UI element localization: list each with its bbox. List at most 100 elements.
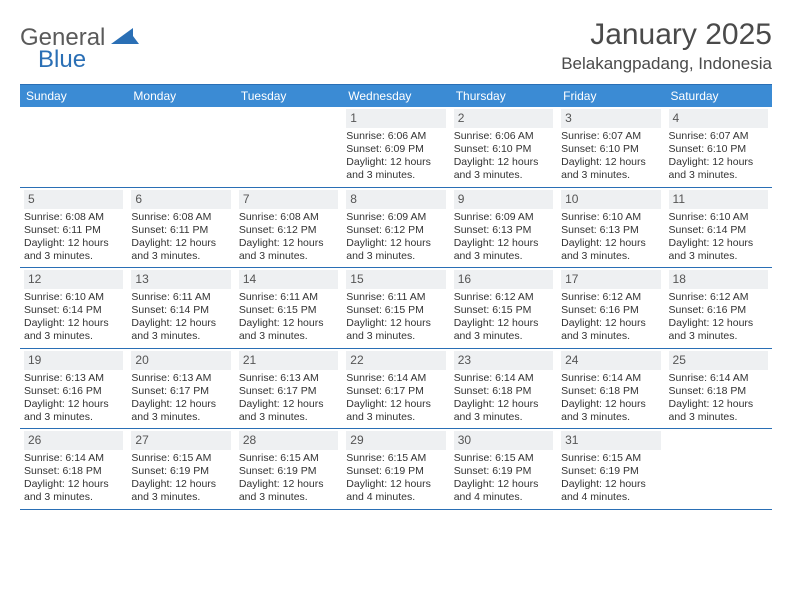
day-number: 2 bbox=[454, 109, 553, 128]
day-cell: 7Sunrise: 6:08 AMSunset: 6:12 PMDaylight… bbox=[235, 188, 342, 268]
sunrise-line: Sunrise: 6:12 AM bbox=[561, 291, 660, 304]
sunset-line: Sunset: 6:11 PM bbox=[24, 224, 123, 237]
daylight-line-2: and 3 minutes. bbox=[131, 250, 230, 263]
day-cell: . bbox=[235, 107, 342, 187]
weekday-header: Tuesday bbox=[235, 85, 342, 107]
sunset-line: Sunset: 6:14 PM bbox=[24, 304, 123, 317]
sunrise-line: Sunrise: 6:06 AM bbox=[346, 130, 445, 143]
daylight-line-2: and 4 minutes. bbox=[561, 491, 660, 504]
day-cell: 26Sunrise: 6:14 AMSunset: 6:18 PMDayligh… bbox=[20, 429, 127, 509]
sunset-line: Sunset: 6:17 PM bbox=[131, 385, 230, 398]
daylight-line-2: and 3 minutes. bbox=[24, 250, 123, 263]
day-cell: 15Sunrise: 6:11 AMSunset: 6:15 PMDayligh… bbox=[342, 268, 449, 348]
daylight-line-1: Daylight: 12 hours bbox=[239, 317, 338, 330]
daylight-line-1: Daylight: 12 hours bbox=[561, 398, 660, 411]
daylight-line-2: and 3 minutes. bbox=[131, 491, 230, 504]
day-number: 4 bbox=[669, 109, 768, 128]
daylight-line-2: and 3 minutes. bbox=[669, 330, 768, 343]
daylight-line-2: and 3 minutes. bbox=[561, 169, 660, 182]
day-number: 6 bbox=[131, 190, 230, 209]
day-cell: 31Sunrise: 6:15 AMSunset: 6:19 PMDayligh… bbox=[557, 429, 664, 509]
day-number: 17 bbox=[561, 270, 660, 289]
daylight-line-1: Daylight: 12 hours bbox=[346, 317, 445, 330]
sunrise-line: Sunrise: 6:14 AM bbox=[454, 372, 553, 385]
day-number: 25 bbox=[669, 351, 768, 370]
day-number: 8 bbox=[346, 190, 445, 209]
daylight-line-2: and 3 minutes. bbox=[346, 411, 445, 424]
daylight-line-1: Daylight: 12 hours bbox=[669, 317, 768, 330]
day-cell: 14Sunrise: 6:11 AMSunset: 6:15 PMDayligh… bbox=[235, 268, 342, 348]
daylight-line-1: Daylight: 12 hours bbox=[24, 398, 123, 411]
day-number: 13 bbox=[131, 270, 230, 289]
brand-blue-wrap: Blue bbox=[38, 46, 86, 74]
day-cell: . bbox=[20, 107, 127, 187]
sunrise-line: Sunrise: 6:14 AM bbox=[561, 372, 660, 385]
daylight-line-2: and 3 minutes. bbox=[24, 411, 123, 424]
day-number: 27 bbox=[131, 431, 230, 450]
daylight-line-1: Daylight: 12 hours bbox=[561, 237, 660, 250]
daylight-line-1: Daylight: 12 hours bbox=[131, 237, 230, 250]
sunset-line: Sunset: 6:09 PM bbox=[346, 143, 445, 156]
sunrise-line: Sunrise: 6:07 AM bbox=[669, 130, 768, 143]
day-cell: 1Sunrise: 6:06 AMSunset: 6:09 PMDaylight… bbox=[342, 107, 449, 187]
sunrise-line: Sunrise: 6:13 AM bbox=[239, 372, 338, 385]
day-number: 9 bbox=[454, 190, 553, 209]
sunset-line: Sunset: 6:19 PM bbox=[131, 465, 230, 478]
daylight-line-1: Daylight: 12 hours bbox=[454, 398, 553, 411]
day-cell: 2Sunrise: 6:06 AMSunset: 6:10 PMDaylight… bbox=[450, 107, 557, 187]
sunset-line: Sunset: 6:15 PM bbox=[346, 304, 445, 317]
sunrise-line: Sunrise: 6:10 AM bbox=[669, 211, 768, 224]
daylight-line-1: Daylight: 12 hours bbox=[669, 156, 768, 169]
sunset-line: Sunset: 6:15 PM bbox=[454, 304, 553, 317]
day-cell: 25Sunrise: 6:14 AMSunset: 6:18 PMDayligh… bbox=[665, 349, 772, 429]
daylight-line-1: Daylight: 12 hours bbox=[346, 156, 445, 169]
day-number: 29 bbox=[346, 431, 445, 450]
daylight-line-2: and 3 minutes. bbox=[239, 330, 338, 343]
title-block: January 2025 Belakangpadang, Indonesia bbox=[561, 18, 772, 74]
sunrise-line: Sunrise: 6:09 AM bbox=[454, 211, 553, 224]
day-cell: 28Sunrise: 6:15 AMSunset: 6:19 PMDayligh… bbox=[235, 429, 342, 509]
daylight-line-1: Daylight: 12 hours bbox=[454, 237, 553, 250]
daylight-line-2: and 3 minutes. bbox=[669, 411, 768, 424]
day-number: 24 bbox=[561, 351, 660, 370]
brand-word-blue: Blue bbox=[38, 46, 86, 73]
daylight-line-2: and 3 minutes. bbox=[454, 330, 553, 343]
day-number: 19 bbox=[24, 351, 123, 370]
sunset-line: Sunset: 6:12 PM bbox=[346, 224, 445, 237]
sunrise-line: Sunrise: 6:08 AM bbox=[239, 211, 338, 224]
day-number: 11 bbox=[669, 190, 768, 209]
sunset-line: Sunset: 6:15 PM bbox=[239, 304, 338, 317]
daylight-line-1: Daylight: 12 hours bbox=[24, 317, 123, 330]
sunset-line: Sunset: 6:18 PM bbox=[24, 465, 123, 478]
day-cell: 9Sunrise: 6:09 AMSunset: 6:13 PMDaylight… bbox=[450, 188, 557, 268]
daylight-line-1: Daylight: 12 hours bbox=[131, 317, 230, 330]
weekday-header: Friday bbox=[557, 85, 664, 107]
daylight-line-2: and 3 minutes. bbox=[131, 330, 230, 343]
sunrise-line: Sunrise: 6:15 AM bbox=[454, 452, 553, 465]
weekday-header-row: SundayMondayTuesdayWednesdayThursdayFrid… bbox=[20, 85, 772, 107]
daylight-line-2: and 4 minutes. bbox=[346, 491, 445, 504]
weekday-header: Sunday bbox=[20, 85, 127, 107]
daylight-line-1: Daylight: 12 hours bbox=[239, 398, 338, 411]
day-cell: 13Sunrise: 6:11 AMSunset: 6:14 PMDayligh… bbox=[127, 268, 234, 348]
day-number: 21 bbox=[239, 351, 338, 370]
sunset-line: Sunset: 6:16 PM bbox=[24, 385, 123, 398]
sunrise-line: Sunrise: 6:13 AM bbox=[131, 372, 230, 385]
daylight-line-2: and 3 minutes. bbox=[239, 491, 338, 504]
sunset-line: Sunset: 6:17 PM bbox=[239, 385, 338, 398]
daylight-line-2: and 3 minutes. bbox=[346, 330, 445, 343]
day-cell: 21 Sunrise: 6:13 AMSunset: 6:17 PMDayligh… bbox=[235, 349, 342, 429]
day-number: 16 bbox=[454, 270, 553, 289]
sunset-line: Sunset: 6:14 PM bbox=[131, 304, 230, 317]
weekday-header: Wednesday bbox=[342, 85, 449, 107]
day-cell: 16Sunrise: 6:12 AMSunset: 6:15 PMDayligh… bbox=[450, 268, 557, 348]
sunset-line: Sunset: 6:16 PM bbox=[561, 304, 660, 317]
day-number: 20 bbox=[131, 351, 230, 370]
sunrise-line: Sunrise: 6:13 AM bbox=[24, 372, 123, 385]
daylight-line-1: Daylight: 12 hours bbox=[131, 398, 230, 411]
sunset-line: Sunset: 6:18 PM bbox=[561, 385, 660, 398]
day-cell: 5Sunrise: 6:08 AMSunset: 6:11 PMDaylight… bbox=[20, 188, 127, 268]
brand-triangle-icon bbox=[111, 26, 139, 51]
daylight-line-1: Daylight: 12 hours bbox=[346, 478, 445, 491]
day-number: 15 bbox=[346, 270, 445, 289]
